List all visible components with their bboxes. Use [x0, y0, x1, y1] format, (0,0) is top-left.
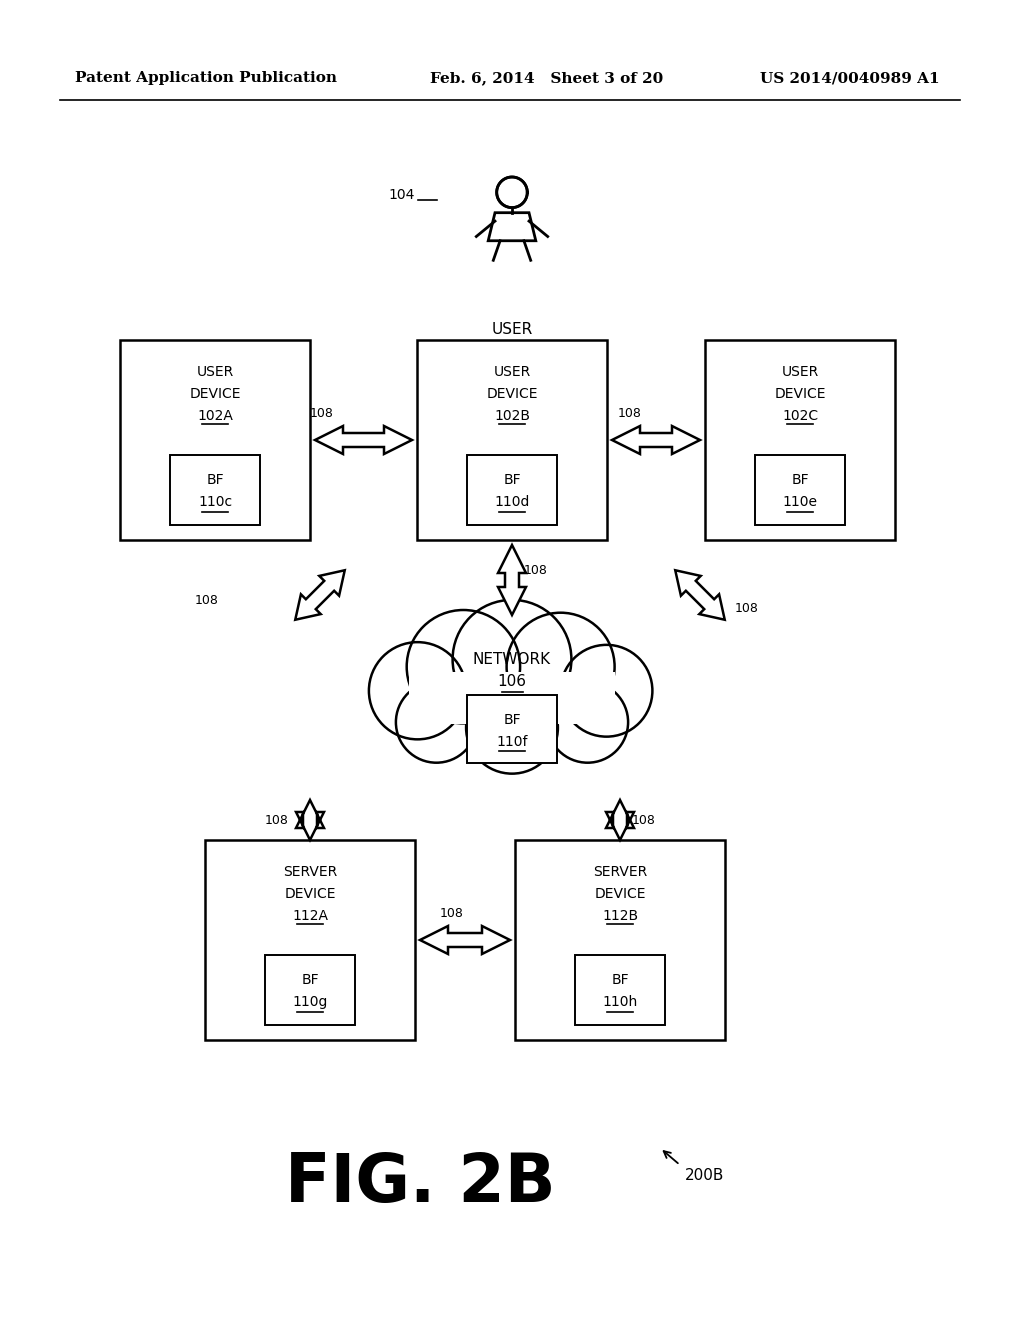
Text: DEVICE: DEVICE: [189, 387, 241, 401]
Text: 102B: 102B: [494, 409, 530, 422]
Text: BF: BF: [792, 473, 809, 487]
Bar: [467, 696, 557, 763]
Text: Patent Application Publication: Patent Application Publication: [75, 71, 337, 84]
Text: 200B: 200B: [685, 1167, 724, 1183]
Text: BF: BF: [611, 973, 629, 987]
Circle shape: [507, 612, 614, 721]
Text: 108: 108: [440, 907, 464, 920]
Polygon shape: [606, 800, 634, 840]
Bar: [467, 455, 557, 525]
Bar: [705, 341, 895, 540]
Text: US 2014/0040989 A1: US 2014/0040989 A1: [761, 71, 940, 84]
Text: 112A: 112A: [292, 909, 328, 923]
Text: 110h: 110h: [602, 995, 638, 1008]
Text: 110c: 110c: [198, 495, 232, 510]
Text: NETWORK: NETWORK: [473, 652, 551, 668]
Text: 108: 108: [735, 602, 759, 615]
Text: 108: 108: [524, 564, 548, 577]
Bar: [265, 954, 355, 1026]
Circle shape: [466, 682, 558, 774]
Bar: [575, 954, 665, 1026]
Text: DEVICE: DEVICE: [486, 387, 538, 401]
Polygon shape: [296, 800, 324, 840]
Text: 112B: 112B: [602, 909, 638, 923]
Text: DEVICE: DEVICE: [285, 887, 336, 902]
Bar: [205, 840, 415, 1040]
Text: 110g: 110g: [292, 995, 328, 1008]
Polygon shape: [420, 927, 510, 954]
Bar: [120, 341, 310, 540]
Polygon shape: [498, 545, 526, 615]
Text: FIG. 2B: FIG. 2B: [285, 1150, 555, 1216]
Circle shape: [396, 681, 477, 763]
Text: SERVER: SERVER: [283, 865, 337, 879]
Polygon shape: [488, 213, 536, 240]
Text: DEVICE: DEVICE: [594, 887, 646, 902]
Text: USER: USER: [492, 322, 532, 337]
Circle shape: [407, 610, 520, 723]
Text: Feb. 6, 2014   Sheet 3 of 20: Feb. 6, 2014 Sheet 3 of 20: [430, 71, 664, 84]
Text: 104: 104: [389, 187, 415, 202]
Text: 106: 106: [498, 675, 526, 689]
Text: 108: 108: [632, 813, 656, 826]
Circle shape: [453, 599, 571, 718]
Text: USER: USER: [781, 366, 818, 379]
Polygon shape: [315, 426, 412, 454]
Text: 110d: 110d: [495, 495, 529, 510]
Bar: [417, 341, 607, 540]
Text: 110f: 110f: [497, 735, 527, 748]
Circle shape: [547, 681, 628, 763]
Polygon shape: [675, 570, 725, 620]
Text: 110e: 110e: [782, 495, 817, 510]
Text: 102A: 102A: [197, 409, 232, 422]
Bar: [755, 455, 845, 525]
Text: 108: 108: [310, 407, 334, 420]
Text: 108: 108: [195, 594, 219, 606]
Circle shape: [369, 642, 466, 739]
Text: DEVICE: DEVICE: [774, 387, 825, 401]
Text: BF: BF: [503, 473, 521, 487]
Text: 102C: 102C: [782, 409, 818, 422]
Bar: [515, 840, 725, 1040]
Text: SERVER: SERVER: [593, 865, 647, 879]
Bar: [170, 455, 260, 525]
Text: BF: BF: [206, 473, 224, 487]
Text: BF: BF: [301, 973, 318, 987]
Polygon shape: [295, 570, 345, 620]
Text: 108: 108: [618, 407, 642, 420]
Polygon shape: [497, 177, 527, 207]
Text: 108: 108: [265, 813, 289, 826]
Text: USER: USER: [197, 366, 233, 379]
Text: BF: BF: [503, 713, 521, 727]
Bar: [410, 672, 614, 725]
Circle shape: [560, 645, 652, 737]
Text: USER: USER: [494, 366, 530, 379]
Polygon shape: [612, 426, 700, 454]
